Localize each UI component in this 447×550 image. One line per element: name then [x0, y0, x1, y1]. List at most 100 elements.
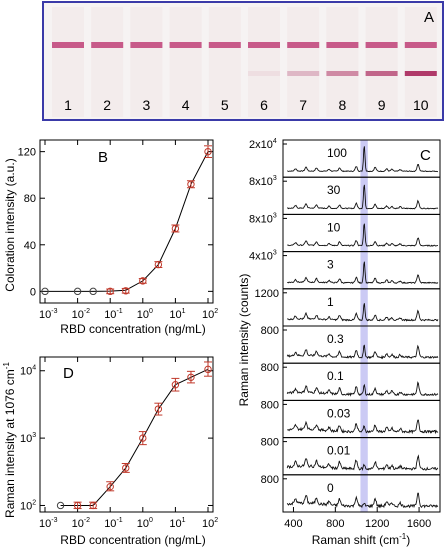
test-strip: 8 — [326, 7, 359, 117]
panel-b-y-tick-label: 0 — [30, 286, 36, 298]
strip-body — [287, 7, 320, 117]
panel-c-x-axis-title-tail: ) — [406, 533, 410, 547]
panel-b-x-tick-label-base: 10 — [104, 309, 116, 321]
panel-d-y-tick-label-base: 10 — [20, 366, 32, 378]
panel-d-plot-frame — [39, 356, 214, 513]
test-line — [287, 71, 320, 76]
spectrum-concentration-label: 100 — [327, 146, 347, 160]
strip-number: 10 — [413, 97, 429, 113]
panel-a-label: A — [424, 9, 434, 26]
spectrum-y-tick-label-base: 8x10 — [249, 176, 273, 188]
panel-d-label: D — [63, 365, 74, 382]
panel-d-x-tick-label: 100 — [137, 517, 153, 530]
spectrum-concentration-label: 3 — [327, 258, 334, 272]
panel-d-x-tick-label-exp: 2 — [214, 517, 218, 524]
control-line — [52, 42, 84, 48]
panel-b-coloration-chart: B Coloration intensity (a.u.) RBD concen… — [3, 139, 218, 336]
panel-d-data-point — [204, 365, 212, 374]
panel-d-x-tick-label-exp: -1 — [116, 517, 122, 524]
spectrum-y-tick-label: 8x103 — [249, 212, 277, 225]
test-line — [326, 71, 359, 76]
panel-b-x-tick-label-base: 10 — [72, 309, 84, 321]
spectrum-y-tick-label: 800 — [261, 474, 279, 486]
panel-d-x-tick-label: 10-3 — [39, 517, 58, 530]
spectrum-concentration-label: 1 — [327, 295, 334, 309]
spectrum-y-tick-label: 800 — [261, 362, 279, 374]
panel-d-x-tick-label-base: 10 — [104, 518, 116, 530]
panel-d-data-point — [139, 434, 147, 442]
panel-d-data-point — [106, 482, 114, 491]
strip-number: 1 — [64, 97, 72, 113]
panel-d-data-point — [187, 373, 195, 381]
panel-b-plot-frame — [39, 139, 214, 304]
panel-b-x-tick-label-exp: -3 — [51, 308, 57, 315]
spectrum-concentration-label: 0.3 — [327, 332, 344, 346]
panel-b-x-tick-label-exp: 0 — [149, 308, 153, 315]
strip-body — [365, 7, 398, 117]
strip-body — [91, 7, 124, 117]
panel-c-x-tick-label: 400 — [284, 518, 302, 530]
panel-b-x-tick-label-exp: -2 — [84, 308, 90, 315]
spectrum-y-tick-label-exp: 3 — [273, 175, 277, 182]
spectrum-line — [287, 223, 438, 247]
panel-d-fit-line — [60, 368, 209, 506]
panel-b-x-tick-label-exp: 2 — [214, 308, 218, 315]
control-line — [208, 42, 241, 48]
spectrum-subplot: 800 0.03 — [261, 399, 441, 439]
panel-d-x-tick-label: 101 — [169, 517, 185, 530]
spectrum-y-tick-label-base: 4x10 — [249, 251, 273, 263]
spectrum-y-tick-label-exp: 3 — [273, 250, 277, 257]
strip-number: 3 — [143, 97, 151, 113]
panel-d-y-tick-label-exp: 3 — [32, 432, 36, 439]
panel-d-y-axis-title-sup: -1 — [2, 362, 11, 370]
panel-b-y-tick-label: 40 — [24, 240, 36, 252]
panel-d-x-tick-label-base: 10 — [72, 518, 84, 530]
spectrum-y-tick-label: 2x104 — [249, 138, 277, 151]
test-strip: 2 — [91, 7, 124, 117]
panel-b-x-tick-label: 102 — [202, 308, 218, 321]
panel-d-y-tick-label: 102 — [20, 499, 36, 512]
panel-d-data-point — [89, 501, 97, 510]
spectrum-subplot: 800 0.3 — [261, 325, 441, 364]
panel-d-data-point — [154, 405, 163, 413]
panel-d-y-axis-title-main: Raman intensity at 1076 cm — [3, 369, 17, 518]
control-line — [326, 42, 359, 48]
panel-b-x-tick-label: 101 — [169, 308, 185, 321]
test-strip: 10 — [404, 7, 437, 117]
control-line — [130, 42, 163, 48]
panel-d-y-tick-label-exp: 4 — [32, 365, 36, 372]
spectrum-line — [287, 419, 439, 435]
panel-b-x-tick-label-base: 10 — [137, 309, 149, 321]
test-line — [248, 71, 280, 76]
spectrum-line — [287, 184, 439, 210]
strip-body — [52, 7, 84, 117]
test-line — [365, 71, 398, 76]
panel-b-data-point — [41, 287, 49, 296]
spectrum-concentration-label: 0.1 — [327, 369, 344, 383]
test-strip: 1 — [52, 7, 84, 117]
panel-b-fit-line — [45, 151, 209, 292]
panel-d-x-tick-label: 10-2 — [72, 517, 91, 530]
panel-a-test-strips: 1 2 3 4 5 6 7 8 9 10 A — [42, 1, 444, 121]
test-strip: 6 — [248, 7, 280, 117]
panel-d-data-point — [122, 464, 130, 472]
test-line — [404, 71, 437, 76]
panel-c-x-axis-title: Raman shift (cm-1) — [312, 532, 410, 547]
spectrum-concentration-label: 0 — [327, 481, 334, 495]
panel-d-y-tick-label-base: 10 — [20, 500, 32, 512]
panel-d-y-tick-label: 103 — [20, 432, 36, 445]
strip-body — [169, 7, 202, 117]
panel-c-y-axis-title: Raman intensity (counts) — [237, 274, 251, 407]
spectrum-y-tick-label: 800 — [261, 325, 279, 337]
strip-number: 7 — [299, 97, 307, 113]
panel-b-y-axis-title: Coloration intensity (a.u.) — [3, 158, 17, 291]
strip-number: 9 — [378, 97, 386, 113]
panel-d-data-point — [56, 501, 65, 510]
panel-b-x-tick-label-exp: 1 — [182, 308, 186, 315]
panel-b-data-point — [106, 287, 114, 296]
spectrum-y-tick-label: 800 — [261, 437, 279, 449]
panel-d-y-tick-label-base: 10 — [20, 433, 32, 445]
panel-b-x-tick-label-exp: -1 — [116, 308, 122, 315]
control-line — [169, 42, 202, 48]
